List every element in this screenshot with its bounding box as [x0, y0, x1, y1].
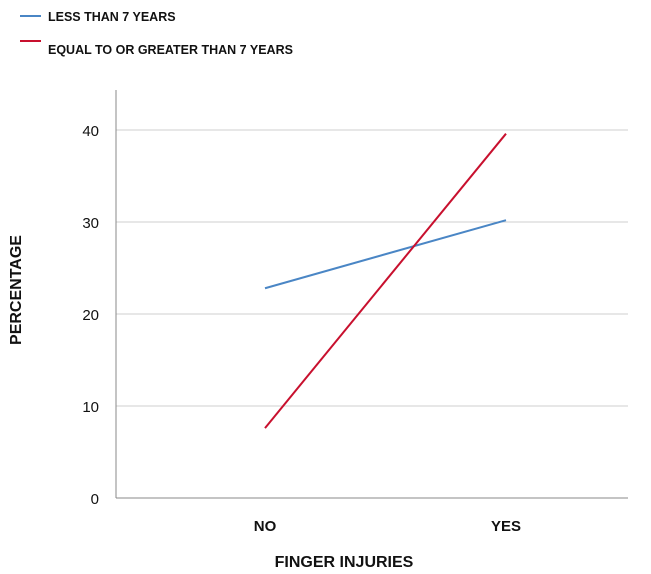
- legend-label-equal-or-greater-7-years: EQUAL TO OR GREATER THAN 7 YEARS: [48, 43, 293, 57]
- x-tick-labels: NO YES: [254, 518, 521, 535]
- y-axis-title: PERCENTAGE: [8, 235, 25, 345]
- y-tick-labels: 0 10 20 30 40: [82, 123, 99, 508]
- legend-item-less-than-7-years: LESS THAN 7 YEARS: [20, 10, 176, 24]
- series-lines: [264, 133, 507, 429]
- y-tick-label-40: 40: [82, 123, 99, 140]
- axes: [115, 90, 628, 499]
- legend-item-equal-or-greater-7-years: EQUAL TO OR GREATER THAN 7 YEARS: [20, 40, 293, 57]
- legend: LESS THAN 7 YEARS EQUAL TO OR GREATER TH…: [20, 10, 293, 57]
- x-tick-label-no: NO: [254, 518, 277, 535]
- series-line-0: [264, 219, 507, 290]
- gridlines: [116, 129, 628, 407]
- x-tick-label-yes: YES: [491, 518, 521, 535]
- y-tick-label-0: 0: [91, 491, 99, 508]
- series-line-1: [264, 133, 507, 429]
- x-axis-title: FINGER INJURIES: [275, 554, 414, 571]
- y-tick-label-20: 20: [82, 307, 99, 324]
- legend-label-less-than-7-years: LESS THAN 7 YEARS: [48, 10, 176, 24]
- y-tick-label-10: 10: [82, 399, 99, 416]
- y-tick-label-30: 30: [82, 215, 99, 232]
